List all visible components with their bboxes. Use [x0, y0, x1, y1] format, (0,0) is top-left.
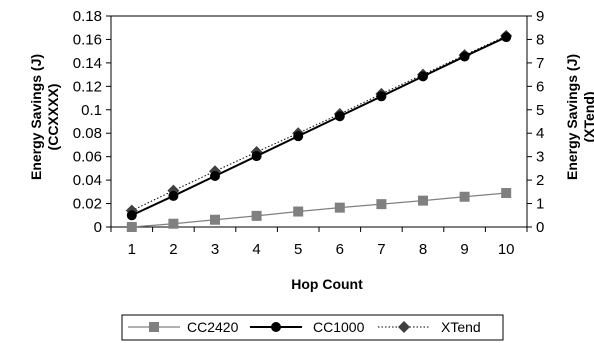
- right-y-tick-label: 3: [536, 149, 544, 166]
- right-y-tick-label: 8: [536, 31, 544, 48]
- data-point-cc2420: [293, 206, 304, 217]
- left-y-tick-label: 0.1: [81, 102, 102, 119]
- data-point-cc1000: [376, 91, 387, 102]
- data-point-cc1000: [459, 51, 470, 62]
- x-tick-label: 7: [377, 241, 385, 258]
- left-y-tick-label: 0: [94, 219, 102, 236]
- left-y-tick-label: 0.04: [73, 172, 102, 189]
- x-axis: 1 2 3 4 5 6 7 8 9 10: [110, 227, 528, 258]
- data-point-cc2420: [376, 199, 387, 210]
- right-y-tick-label: 0: [536, 219, 544, 236]
- legend-marker-cc2420: [149, 322, 159, 332]
- right-y-tick-label: 5: [536, 102, 544, 119]
- data-point-cc2420: [168, 218, 179, 229]
- left-y-tick-label: 0.12: [73, 78, 102, 95]
- data-point-cc1000: [334, 111, 345, 122]
- series-xtend: [125, 29, 513, 217]
- series-layer: [125, 29, 513, 232]
- data-point-cc2420: [501, 188, 512, 199]
- x-tick-label: 5: [294, 241, 302, 258]
- left-y-tick-label: 0.08: [73, 125, 102, 142]
- data-point-cc2420: [459, 191, 470, 202]
- data-point-cc1000: [210, 171, 220, 182]
- legend-label-cc1000: CC1000: [313, 319, 365, 335]
- left-y-tick-label: 0.18: [73, 8, 102, 25]
- right-y-axis: 0 1 2 3 4 5 6 7 8 9: [527, 8, 544, 236]
- right-y-tick-label: 6: [536, 78, 544, 95]
- right-y-tick-label: 9: [536, 8, 544, 25]
- series-cc2420: [126, 188, 512, 232]
- x-tick-label: 10: [498, 241, 515, 258]
- data-point-cc2420: [418, 195, 428, 206]
- x-tick-label: 8: [419, 241, 427, 258]
- x-tick-label: 2: [169, 241, 177, 258]
- series-line-cc1000: [131, 36, 507, 217]
- left-axis-title-line1: Energy Savings (J): [28, 54, 44, 180]
- right-y-tick-label: 2: [536, 172, 544, 189]
- right-axis-title-line1: Energy Savings (J): [564, 54, 580, 180]
- left-y-axis: 0 0.02 0.04 0.06 0.08 0.1 0.12 0.14 0.16 0.18: [73, 8, 111, 236]
- right-y-tick-label: 1: [536, 196, 544, 213]
- data-point-cc1000: [418, 71, 428, 82]
- data-point-cc2420: [126, 222, 137, 232]
- series-line-xtend: [131, 35, 507, 212]
- right-axis-title-line2: (XTend): [581, 91, 594, 142]
- legend-box: [121, 314, 504, 341]
- left-axis-title-line2: (CCXXXX): [45, 84, 61, 151]
- data-point-cc2420: [334, 202, 345, 213]
- series-line-cc2420: [131, 192, 507, 228]
- legend-label-cc2420: CC2420: [187, 319, 239, 335]
- data-point-cc1000: [293, 131, 304, 142]
- x-tick-label: 9: [460, 241, 468, 258]
- legend-label-xtend: XTend: [441, 319, 481, 335]
- left-y-tick-label: 0.06: [73, 149, 102, 166]
- legend-marker-xtend: [398, 321, 410, 333]
- data-point-cc1000: [168, 190, 179, 201]
- right-y-tick-label: 7: [536, 55, 544, 72]
- data-point-cc2420: [210, 214, 220, 225]
- left-y-tick-label: 0.14: [73, 55, 102, 72]
- x-tick-label: 4: [252, 241, 260, 258]
- legend: CC2420 CC1000 XTend: [121, 314, 504, 341]
- legend-marker-cc1000: [271, 322, 281, 332]
- left-y-tick-label: 0.16: [73, 31, 102, 48]
- x-tick-label: 3: [211, 241, 219, 258]
- right-y-tick-label: 4: [536, 125, 544, 142]
- series-cc1000: [126, 32, 512, 221]
- data-point-cc1000: [251, 151, 262, 162]
- data-point-cc1000: [126, 210, 137, 221]
- x-tick-label: 6: [336, 241, 344, 258]
- data-point-cc1000: [501, 32, 512, 43]
- x-tick-label: 1: [128, 241, 136, 258]
- data-point-cc2420: [251, 210, 262, 221]
- x-axis-title: Hop Count: [291, 276, 363, 292]
- left-y-tick-label: 0.02: [73, 196, 102, 213]
